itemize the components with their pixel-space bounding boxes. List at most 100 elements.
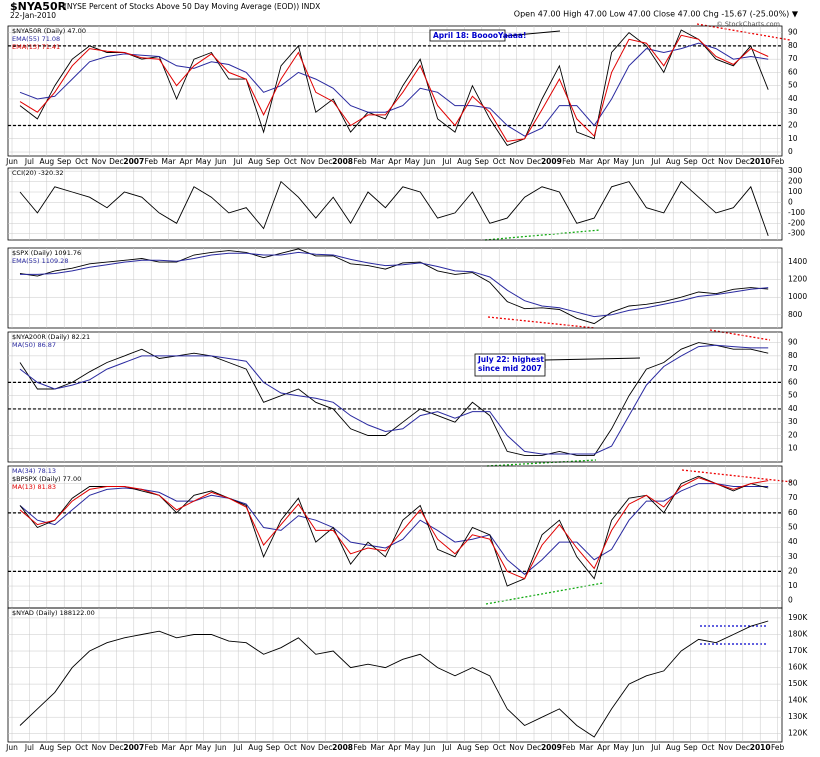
annotation-leader [544,357,641,368]
trend-lines [484,23,793,645]
x-tick-label: May [404,157,420,166]
x-tick-label: Nov [509,157,524,166]
x-tick-label: Jun [632,157,645,166]
y-tick-label: 90 [788,28,798,37]
x-tick-label: Dec [318,743,333,752]
x-tick-label: Aug [248,157,263,166]
y-tick-label: 30 [788,417,798,426]
series-line [19,477,769,580]
x-tick-label: Jun [632,743,645,752]
x-tick-label: Aug [457,157,472,166]
x-tick-label: Aug [457,743,472,752]
x-tick-label: 2008 [332,743,353,752]
x-tick-label: Jun [423,157,436,166]
series-line [19,248,769,325]
x-tick-label: Oct [284,157,297,166]
x-tick-label: Mar [162,743,177,752]
series-line [19,34,769,142]
x-tick-label: Nov [92,157,107,166]
y-tick-label: 80 [788,351,798,360]
y-tick-label: 80 [788,41,798,50]
x-tick-label: Nov [300,157,315,166]
x-tick-label: Jul [233,743,243,752]
x-tick-label: Apr [180,157,194,166]
y-tick-label: 140K [788,696,808,705]
y-tick-label: 150K [788,679,808,688]
x-tick-label: Feb [353,157,367,166]
y-tick-label: 40 [788,94,798,103]
y-tick-label: 1000 [788,292,807,301]
x-tick-label: Jul [24,157,34,166]
y-tick-label: 20 [788,430,798,439]
x-tick-label: Aug [666,157,681,166]
x-tick-label: Apr [388,157,402,166]
series-line [20,251,769,318]
y-tick-label: 40 [788,404,798,413]
x-tick-label: Nov [92,743,107,752]
x-tick-label: Jul [441,157,451,166]
x-tick-label: Nov [718,157,733,166]
x-tick-label: Sep [57,743,71,752]
y-tick-label: 20 [788,566,798,575]
annotation: July 22: highest [477,355,544,364]
y-tick-label: -200 [788,218,805,227]
y-tick-label: 170K [788,646,808,655]
description: (NYSE Percent of Stocks Above 50 Day Mov… [64,2,320,11]
y-tick-label: 1200 [788,275,807,284]
x-tick-label: Oct [493,157,506,166]
x-tick-label: Oct [284,743,297,752]
legend-entry: MA(34) 78.13 [12,467,56,475]
series-line [19,475,769,587]
x-tick-label: Nov [718,743,733,752]
x-tick-label: Sep [475,157,489,166]
x-tick-label: Feb [145,157,159,166]
x-tick-label: 2007 [123,157,144,166]
y-tick-label: 300 [788,166,803,175]
series-line [19,42,769,137]
legend-entry: CCI(20) -320.32 [12,169,64,177]
y-tick-label: 60 [788,67,798,76]
x-tick-label: Feb [145,743,159,752]
x-tick-label: Apr [180,743,194,752]
y-tick-label: 30 [788,552,798,561]
x-tick-label: Jun [5,157,18,166]
legend-entry: EMA(13) 71.41 [12,43,60,51]
y-tick-label: 50 [788,81,798,90]
x-tick-label: Mar [162,157,177,166]
x-tick-label: Dec [527,743,542,752]
x-tick-label: Feb [562,157,576,166]
x-tick-label: Nov [300,743,315,752]
x-tick-label: Apr [597,157,611,166]
x-tick-label: Mar [579,743,594,752]
x-tick-label: Oct [702,743,715,752]
x-tick-label: Feb [562,743,576,752]
x-tick-label: Jun [5,743,18,752]
x-tick-label: Jun [214,157,227,166]
legend-entry: $NYA200R (Daily) 82.21 [12,333,90,341]
x-tick-label: Oct [75,743,88,752]
x-tick-label: Mar [579,157,594,166]
y-tick-label: 180K [788,629,808,638]
y-tick-label: 0 [788,596,793,605]
y-tick-label: 10 [788,134,798,143]
x-tick-label: Jul [650,743,660,752]
y-tick-label: 60 [788,508,798,517]
y-tick-label: 20 [788,120,798,129]
y-tick-label: 40 [788,537,798,546]
x-tick-label: Feb [771,743,785,752]
y-tick-label: 10 [788,444,798,453]
x-tick-label: Mar [370,743,385,752]
series-line [19,342,769,456]
legend-entry: $SPX (Daily) 1091.76 [12,249,81,257]
x-tick-label: 2008 [332,157,353,166]
x-tick-label: Jul [233,157,243,166]
y-tick-label: 200 [788,177,803,186]
annotation: since mid 2007 [478,364,542,373]
x-tick-label: Oct [75,157,88,166]
y-tick-label: 50 [788,522,798,531]
x-tick-label: Aug [39,743,54,752]
x-tick-label: Nov [509,743,524,752]
legend-entry: $NYA50R (Daily) 47.00 [12,27,86,35]
x-tick-label: Dec [527,157,542,166]
x-tick-label: Sep [266,743,280,752]
